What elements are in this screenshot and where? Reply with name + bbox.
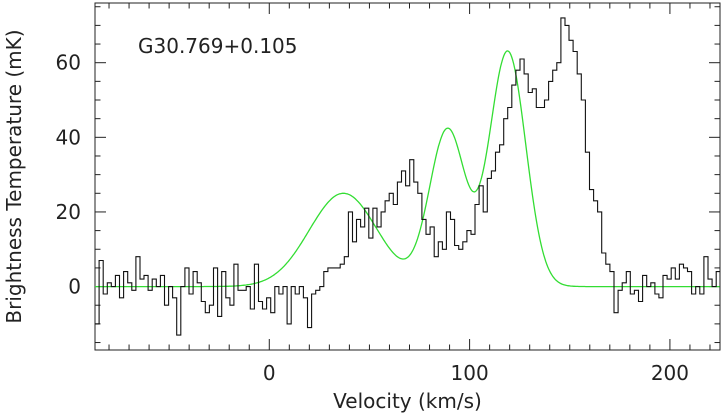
y-axis-label: Brightness Temperature (mK) bbox=[2, 29, 26, 323]
x-tick-label: 100 bbox=[451, 361, 489, 385]
y-tick-label: 60 bbox=[56, 51, 81, 75]
plot-frame bbox=[94, 2, 721, 351]
y-tick-label: 20 bbox=[56, 200, 81, 224]
gaussian-fit-line bbox=[95, 50, 720, 288]
x-tick-label: 200 bbox=[651, 361, 689, 385]
x-axis-label: Velocity (km/s) bbox=[333, 389, 482, 413]
y-tick-label: 0 bbox=[68, 275, 81, 299]
spectrum-step-line bbox=[95, 17, 720, 336]
source-label: G30.769+0.105 bbox=[138, 34, 298, 58]
x-tick-label: 0 bbox=[263, 361, 276, 385]
y-tick-label: 40 bbox=[56, 125, 81, 149]
axis-tick-labels: 0 100 200 0 20 40 60 bbox=[56, 51, 689, 385]
axis-ticks bbox=[95, 3, 720, 350]
